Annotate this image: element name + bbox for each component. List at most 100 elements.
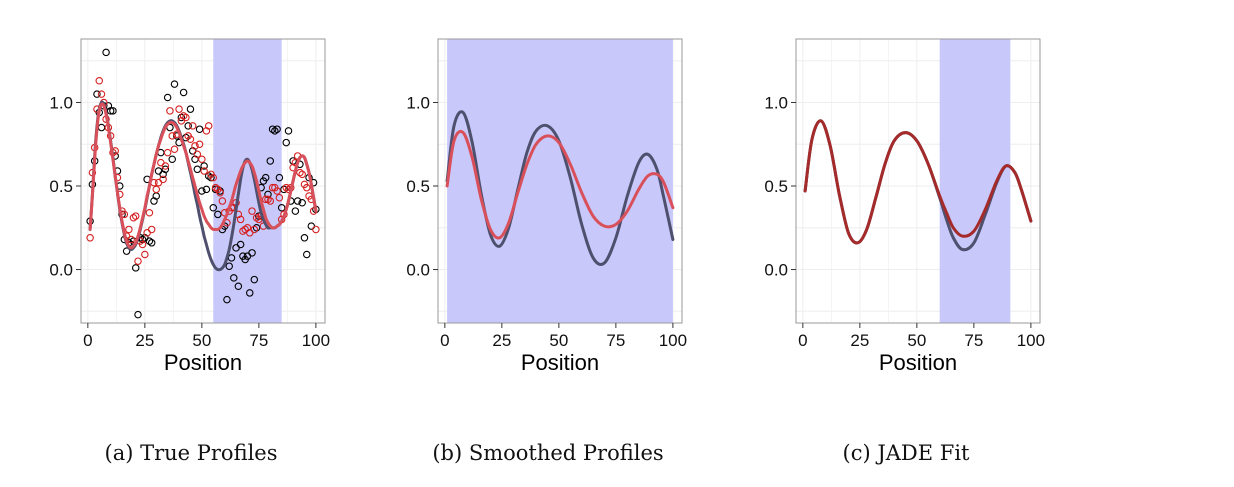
data-point-black bbox=[102, 48, 110, 57]
x-tick-label: 25 bbox=[135, 331, 154, 350]
data-point-red bbox=[152, 185, 161, 194]
data-point-red bbox=[264, 195, 272, 204]
data-point-black bbox=[134, 310, 142, 319]
panel-smoothed-profiles: 0 25 50 75 100 0.0 0.5 1.0 Position (b) Smoothe… bbox=[406, 38, 687, 465]
data-point-black bbox=[170, 80, 179, 88]
x-tick-label: 50 bbox=[907, 331, 926, 350]
panel-caption: (c) JADE Fit bbox=[843, 441, 971, 465]
data-point-red bbox=[216, 188, 224, 197]
x-tick-label: 0 bbox=[798, 331, 807, 350]
data-point-red bbox=[312, 225, 320, 234]
panel-frame bbox=[437, 38, 683, 324]
data-point-red bbox=[134, 257, 142, 265]
data-point-red bbox=[191, 142, 199, 150]
panel-frame bbox=[80, 38, 326, 324]
data-point-red bbox=[182, 113, 190, 122]
data-point-black bbox=[214, 210, 222, 219]
data-point-black bbox=[266, 157, 275, 165]
data-point-red bbox=[145, 208, 154, 217]
data-point-red bbox=[175, 105, 183, 113]
x-tick-label: 50 bbox=[549, 331, 568, 350]
data-point-black bbox=[193, 165, 202, 174]
data-point-black bbox=[234, 282, 243, 290]
data-point-red bbox=[86, 234, 94, 242]
data-point-red bbox=[141, 250, 149, 259]
data-point-red bbox=[147, 225, 156, 234]
data-point-red bbox=[138, 240, 147, 249]
data-point-red bbox=[298, 170, 306, 179]
data-point-black bbox=[245, 289, 254, 297]
panel-true-profiles: 0 25 50 75 100 0.0 0.5 1.0 Position (a) True Pr… bbox=[49, 38, 330, 465]
data-point-red bbox=[275, 193, 284, 202]
data-point-black bbox=[179, 88, 188, 97]
data-point-red bbox=[282, 183, 290, 192]
data-point-black bbox=[273, 125, 281, 133]
panel-frame bbox=[795, 38, 1041, 324]
data-point-red bbox=[166, 107, 174, 115]
data-point-black bbox=[168, 155, 176, 164]
data-point-red bbox=[129, 214, 138, 222]
data-point-black bbox=[154, 167, 163, 175]
y-tick-label: 0.0 bbox=[406, 261, 430, 280]
data-point-red bbox=[195, 140, 204, 148]
data-point-black bbox=[223, 295, 231, 304]
y-tick-label: 1.0 bbox=[406, 93, 430, 112]
x-tick-label: 50 bbox=[192, 331, 211, 350]
data-point-red bbox=[198, 155, 206, 164]
data-point-black bbox=[291, 207, 300, 215]
data-point-red bbox=[204, 122, 213, 130]
data-point-red bbox=[179, 112, 188, 120]
data-point-black bbox=[303, 250, 311, 259]
data-point-black bbox=[271, 127, 279, 135]
data-point-red bbox=[252, 214, 261, 222]
panel-caption: (b) Smoothed Profiles bbox=[432, 441, 663, 465]
y-tick-label: 0.0 bbox=[764, 261, 788, 280]
data-point-red bbox=[97, 90, 106, 98]
data-point-black bbox=[225, 262, 233, 270]
data-point-black bbox=[307, 222, 316, 230]
data-point-black bbox=[177, 113, 186, 122]
data-point-red bbox=[266, 197, 275, 205]
data-point-black bbox=[161, 165, 170, 174]
data-point-black bbox=[248, 249, 256, 257]
data-point-black bbox=[300, 234, 309, 242]
data-point-black bbox=[131, 264, 140, 272]
data-point-red bbox=[303, 183, 311, 192]
x-axis-title: Position bbox=[879, 350, 957, 375]
data-point-red bbox=[218, 197, 227, 205]
data-point-red bbox=[168, 132, 176, 140]
data-point-black bbox=[145, 237, 154, 245]
y-tick-label: 0.5 bbox=[764, 177, 788, 196]
x-tick-label: 100 bbox=[659, 331, 687, 350]
data-point-black bbox=[97, 123, 106, 132]
data-point-black bbox=[209, 203, 218, 212]
data-point-red bbox=[250, 225, 259, 234]
data-point-red bbox=[248, 207, 256, 215]
highlight-region bbox=[447, 39, 673, 323]
x-tick-label: 25 bbox=[492, 331, 511, 350]
panel-caption: (a) True Profiles bbox=[105, 441, 278, 465]
y-tick-label: 0.0 bbox=[49, 261, 73, 280]
x-tick-label: 0 bbox=[440, 331, 449, 350]
y-tick-label: 1.0 bbox=[764, 93, 788, 112]
data-point-red bbox=[170, 145, 179, 154]
y-tick-label: 0.5 bbox=[406, 177, 430, 196]
data-point-red bbox=[200, 167, 208, 175]
data-point-black bbox=[236, 240, 245, 249]
data-point-black bbox=[200, 162, 208, 170]
x-tick-label: 0 bbox=[83, 331, 92, 350]
highlight-region bbox=[939, 39, 1011, 323]
data-point-black bbox=[230, 274, 238, 282]
data-point-black bbox=[207, 173, 215, 182]
data-point-black bbox=[122, 247, 131, 255]
data-point-black bbox=[93, 90, 101, 98]
data-point-black bbox=[138, 235, 147, 244]
data-point-black bbox=[204, 172, 213, 180]
data-point-black bbox=[268, 125, 277, 133]
x-tick-label: 25 bbox=[850, 331, 869, 350]
data-point-black bbox=[293, 197, 302, 205]
data-point-black bbox=[163, 93, 172, 102]
data-point-black bbox=[186, 105, 195, 113]
data-point-black bbox=[284, 127, 293, 135]
